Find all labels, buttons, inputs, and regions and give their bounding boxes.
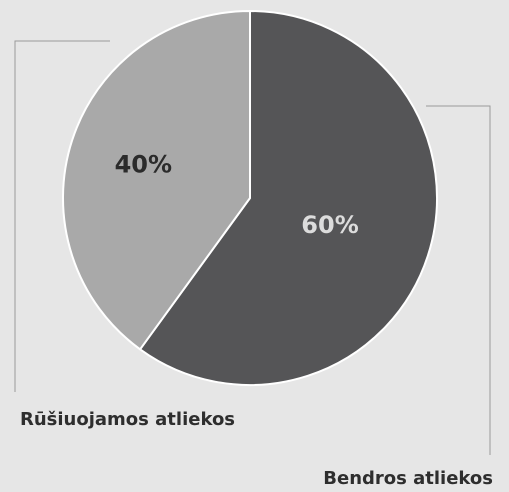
category-labels-layer: Rūšiuojamos atliekos Bendros atliekos: [20, 409, 493, 489]
pie-slice-rusiuojamos: [62, 10, 251, 351]
leader-line-rusiuojamos: [14, 40, 110, 392]
category-label-bendros: Bendros atliekos: [323, 468, 493, 489]
slices-layer: [62, 10, 438, 386]
value-label-rusiuojamos: 40%: [115, 150, 172, 178]
category-label-rusiuojamos: Rūšiuojamos atliekos: [20, 409, 235, 430]
value-label-bendros: 60%: [301, 211, 358, 239]
leader-line-bendros: [426, 105, 491, 455]
value-labels-layer: 60% 40%: [115, 150, 359, 239]
pie-slice-bendros: [139, 10, 438, 386]
leader-lines-layer: [14, 40, 491, 455]
